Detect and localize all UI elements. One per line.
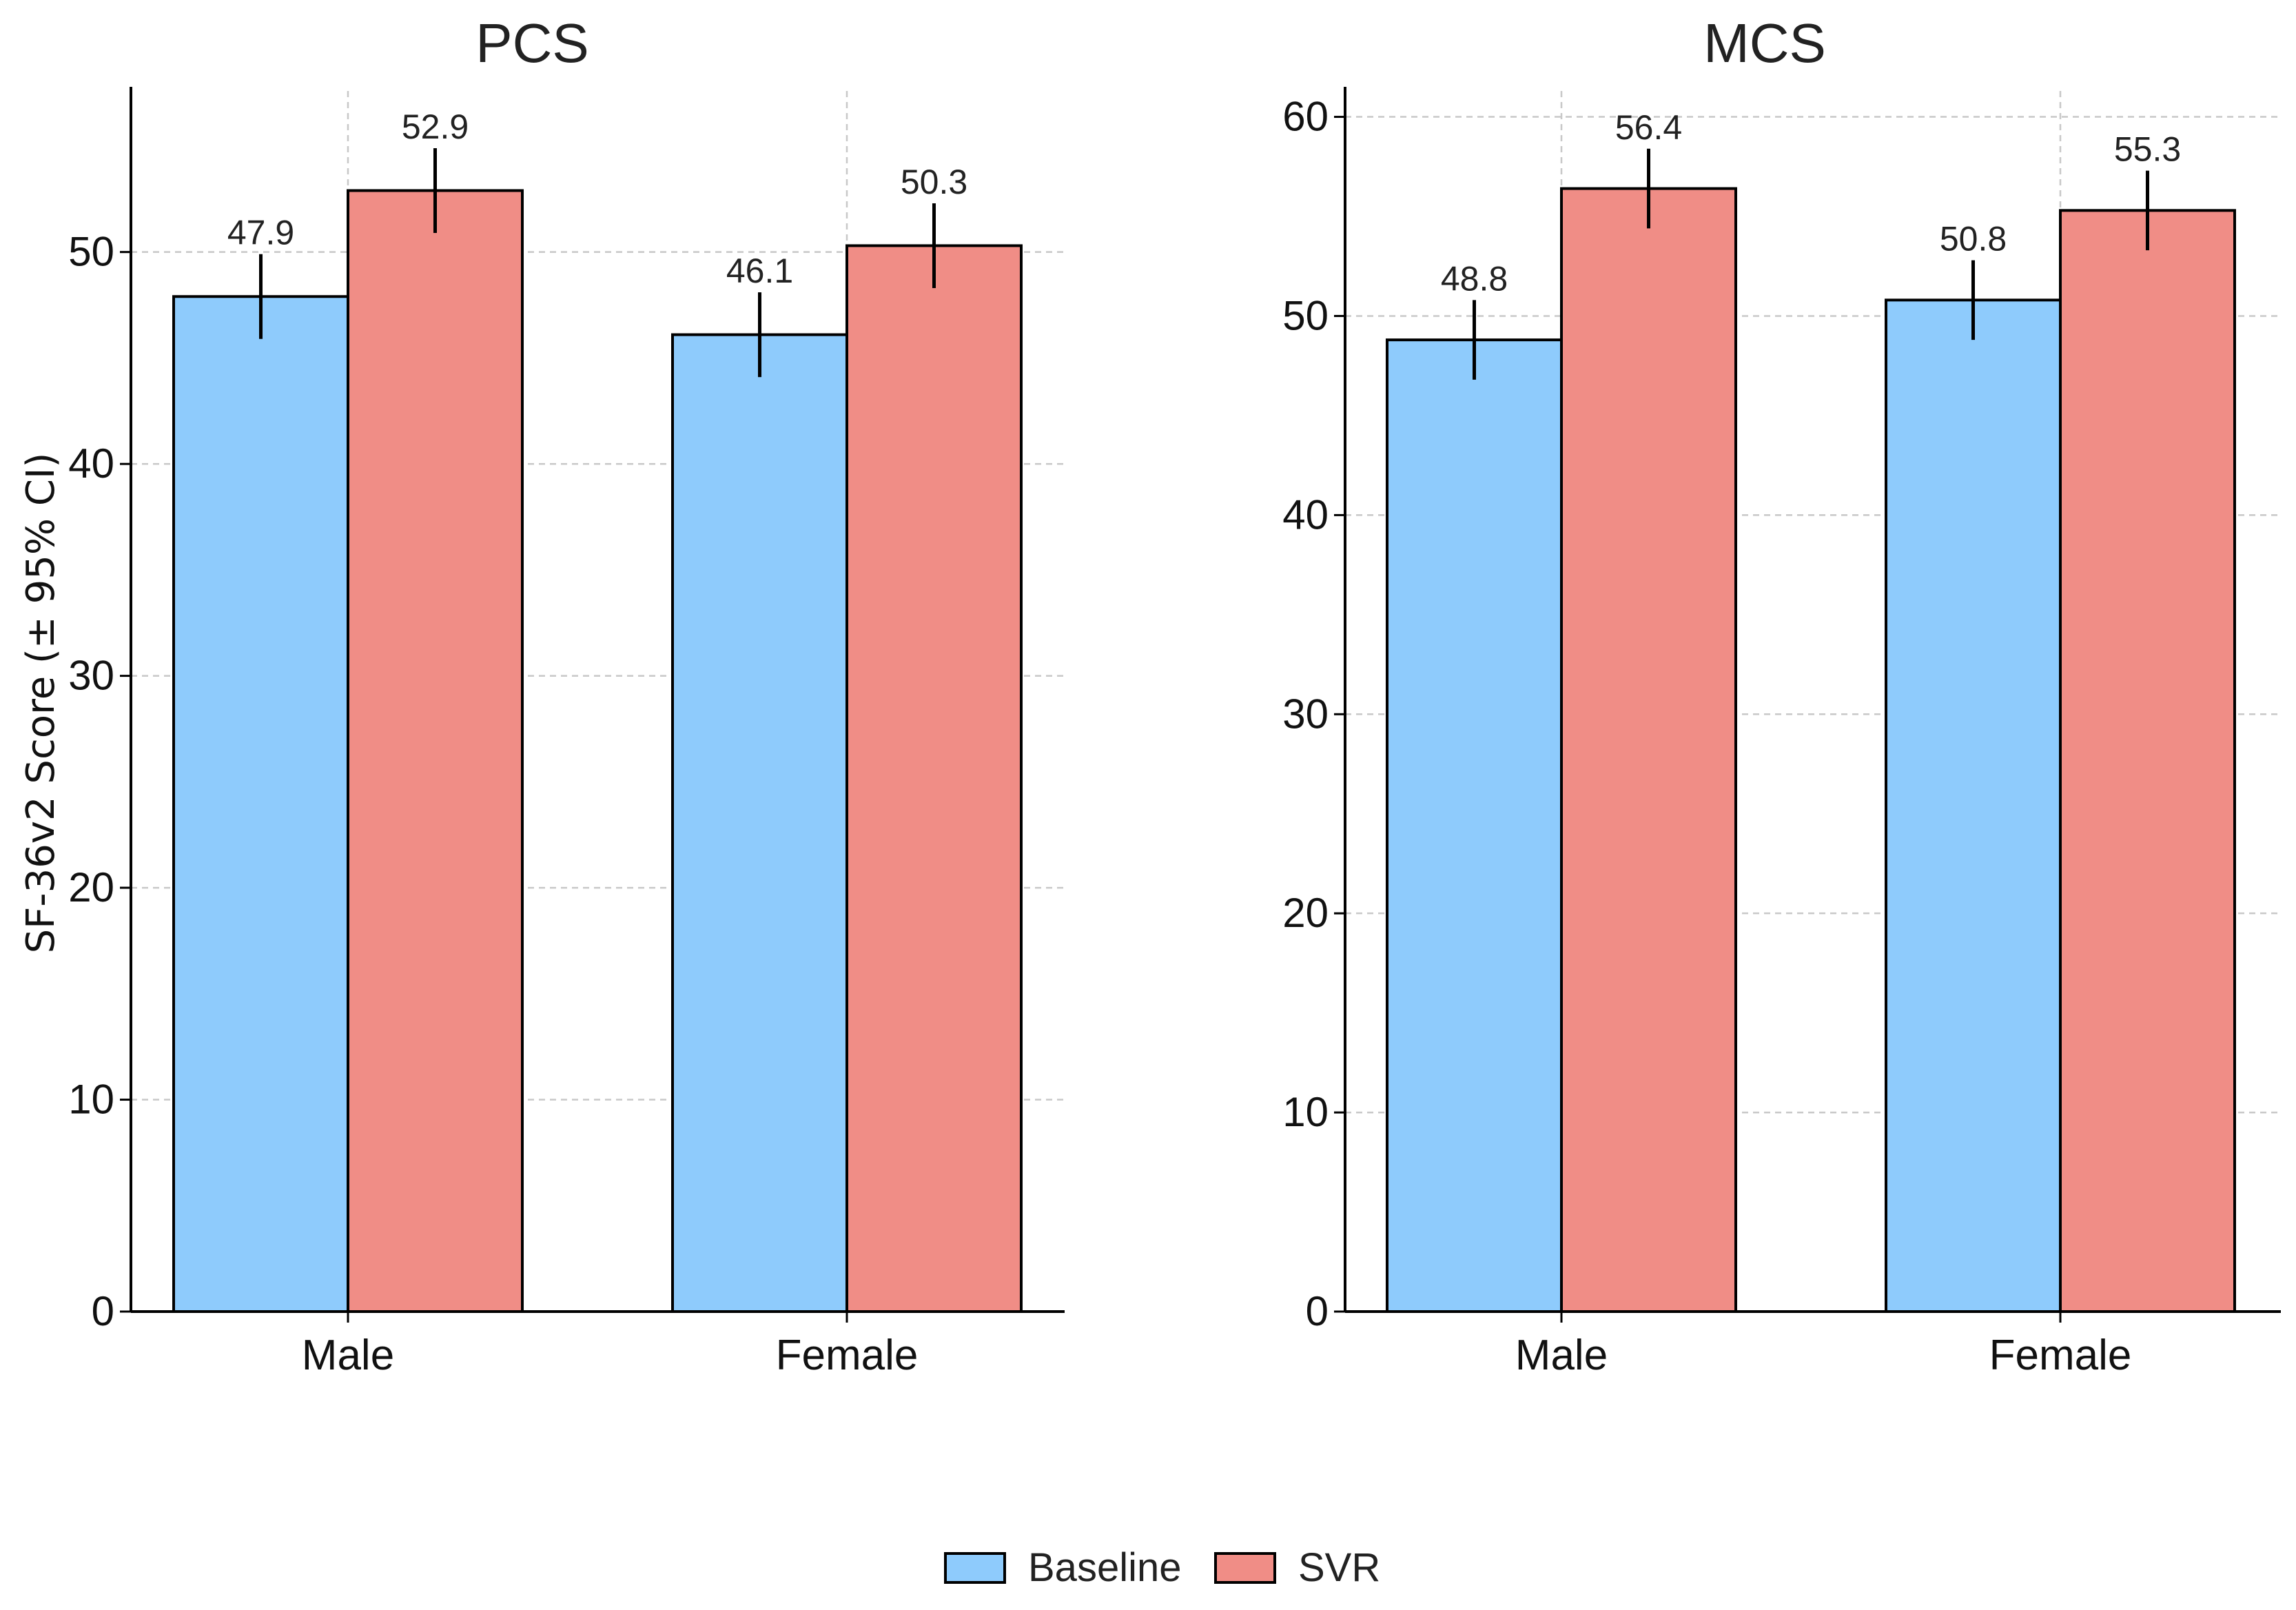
y-tick-label: 50 (1282, 292, 1329, 338)
bar-svr-male (1560, 187, 1737, 1313)
data-label: 52.9 (402, 108, 469, 146)
data-label: 50.3 (901, 163, 967, 201)
y-tick-label: 50 (68, 229, 114, 275)
x-tick-label: Male (302, 1332, 394, 1379)
x-tick-label: Male (1515, 1332, 1608, 1379)
bar-baseline-male (1386, 338, 1563, 1313)
y-tick-label: 0 (1306, 1288, 1329, 1334)
panel-pcs: 47.9 46.1 52.9 50.3 0 10 20 30 40 50 Male Female PCS (68, 12, 1065, 1379)
legend-swatch-baseline (944, 1552, 1006, 1584)
legend-label-baseline: Baseline (1028, 1545, 1181, 1590)
panel-mcs: 48.8 50.8 56.4 55.3 0 10 20 30 40 50 60 Male Female M… (1282, 12, 2281, 1379)
y-tick-label: 60 (1282, 94, 1329, 140)
y-tick-label: 40 (1282, 491, 1329, 538)
legend-label-svr: SVR (1298, 1545, 1380, 1590)
y-tick-label: 10 (68, 1077, 114, 1123)
data-label: 50.8 (1940, 220, 2007, 258)
bar-baseline-male (172, 295, 349, 1313)
bar-baseline-female (1885, 298, 2062, 1313)
legend: Baseline SVR (944, 1545, 1380, 1590)
y-tick-label: 30 (68, 653, 114, 699)
bar-svr-female (845, 244, 1023, 1313)
x-tick-label: Female (776, 1332, 919, 1379)
y-tick-label: 10 (1282, 1089, 1329, 1135)
data-label: 55.3 (2114, 130, 2181, 169)
y-tick-label: 40 (68, 440, 114, 487)
data-label: 47.9 (227, 214, 294, 252)
bar-svr-female (2059, 209, 2236, 1313)
data-label: 46.1 (726, 252, 793, 290)
bar-svr-male (347, 189, 524, 1313)
legend-swatch-svr (1214, 1552, 1276, 1584)
data-label: 56.4 (1615, 108, 1682, 147)
x-tick-label: Female (1989, 1332, 2132, 1379)
y-tick-label: 0 (92, 1288, 114, 1334)
chart-title: MCS (1703, 12, 1826, 74)
data-label: 48.8 (1441, 259, 1508, 298)
chart-title: PCS (475, 12, 589, 74)
y-tick-label: 30 (1282, 691, 1329, 737)
y-tick-label: 20 (68, 864, 114, 910)
bar-baseline-female (671, 333, 848, 1313)
y-axis-label: SF-36v2 Score (± 95% CI) (19, 453, 63, 954)
y-tick-label: 20 (1282, 890, 1329, 936)
